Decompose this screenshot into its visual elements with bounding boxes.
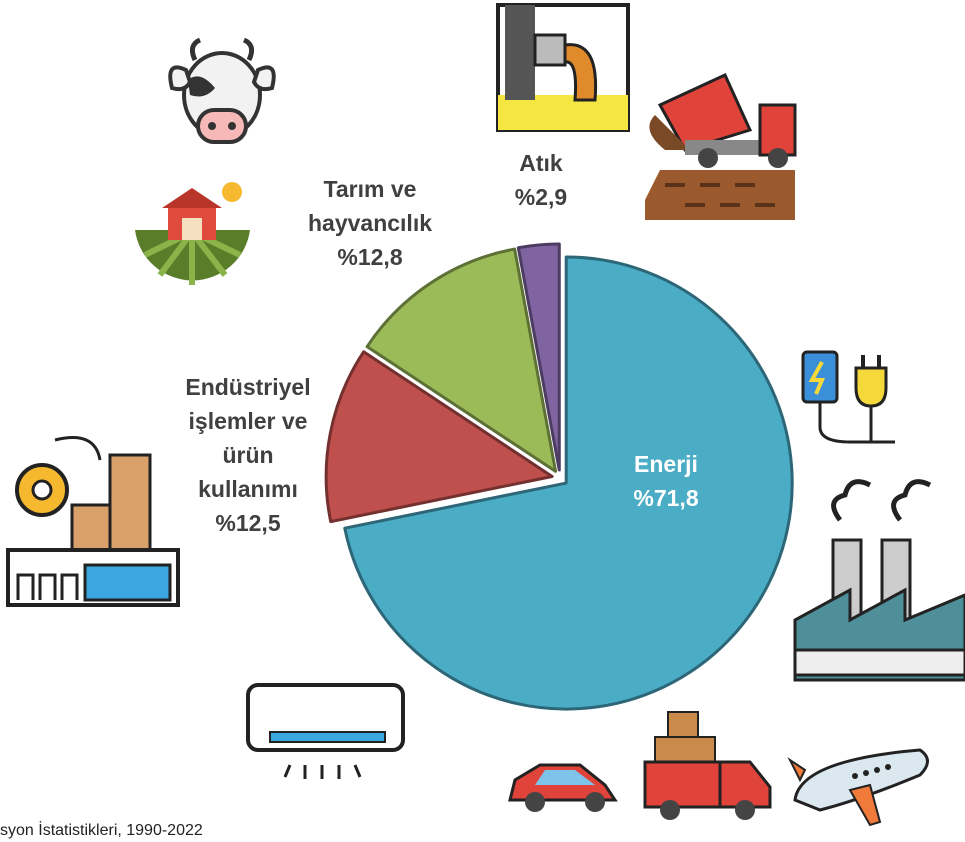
pie-slice [343,255,794,711]
slice-name: Atık [519,150,563,176]
slice-name: Endüstriyel işlemler ve ürün kullanımı [185,374,311,502]
slice-label: Enerji %71,8 [633,447,698,515]
waste-pipe-icon [496,3,630,132]
industry-icon [6,436,180,607]
slice-value: %2,9 [514,184,568,210]
slice-label: Tarım ve hayvancılık %12,8 [290,172,450,274]
slice-value: %12,8 [337,244,403,270]
slice-name: Tarım ve hayvancılık [307,176,433,236]
pie-slice [365,247,558,473]
pie-slice [516,242,561,472]
dump-truck-icon [645,73,797,220]
truck-icon [643,711,772,820]
slice-label: Endüstriyel işlemler ve ürün kullanımı %1… [178,370,318,540]
air-conditioner-icon [246,683,405,779]
factory-icon [793,479,965,682]
slice-value: %12,5 [215,510,281,536]
plug-icon [801,350,895,444]
pie-slice [324,350,554,524]
slice-label: Atık %2,9 [515,146,567,214]
cow-icon [168,37,276,144]
slice-value: %71,8 [633,485,699,511]
slice-name: Enerji [634,451,698,477]
car-icon [508,763,618,812]
plane-icon [787,748,929,827]
farm-icon [135,182,250,285]
source-note: syon İstatistikleri, 1990-2022 [0,822,203,839]
